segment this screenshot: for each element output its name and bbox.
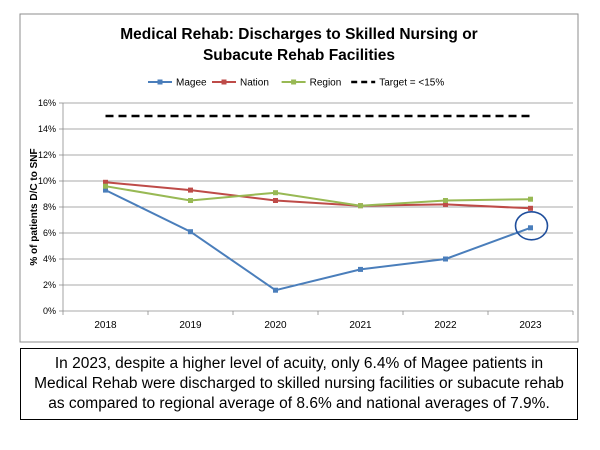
y-tick-label: 4% (43, 254, 56, 264)
x-tick-label: 2022 (434, 320, 457, 331)
y-tick-label: 8% (43, 202, 56, 212)
highlight-circle (514, 211, 549, 241)
data-point-magee (358, 266, 363, 272)
data-point-region (188, 198, 193, 203)
chart-title: Medical Rehab: Discharges to Skilled Nur… (120, 26, 477, 64)
data-point-region (443, 198, 448, 203)
chart-legend: Magee Nation Region Target = <15% (148, 78, 444, 89)
legend-label-region: Region (310, 78, 342, 89)
data-point-magee (443, 256, 448, 262)
x-axis-ticks: 2018 2019 2020 2021 2022 2023 (62, 311, 574, 331)
data-point-nation (443, 201, 448, 207)
data-point-region (528, 196, 533, 202)
data-point-nation (103, 179, 108, 185)
data-point-magee (273, 287, 278, 293)
y-tick-label: 2% (43, 280, 56, 290)
y-tick-label: 0% (43, 306, 56, 316)
chart-series (103, 179, 533, 293)
data-point-nation (528, 205, 533, 211)
y-tick-label: 16% (38, 98, 56, 108)
data-point-region (358, 203, 363, 209)
x-tick-label: 2023 (519, 320, 542, 331)
caption-box: In 2023, despite a higher level of acuit… (20, 348, 578, 420)
x-tick-label: 2020 (264, 320, 287, 331)
data-point-nation (188, 187, 193, 193)
legend-label-magee: Magee (176, 78, 207, 89)
x-tick-label: 2021 (349, 320, 372, 331)
caption-text: In 2023, despite a higher level of acuit… (34, 355, 564, 412)
series-line-nation (105, 181, 531, 210)
legend-marker-nation (221, 79, 227, 85)
chart-title-line-2: Subacute Rehab Facilities (203, 47, 395, 64)
series-line-region (105, 185, 531, 207)
highlight-ellipse (514, 211, 549, 241)
data-point-magee (188, 229, 193, 235)
chart-frame (19, 13, 579, 343)
y-tick-label: 6% (43, 228, 56, 238)
chart-title-line-1: Medical Rehab: Discharges to Skilled Nur… (120, 26, 477, 43)
y-axis-label: % of patients D/C to SNF (29, 148, 40, 265)
y-axis-ticks: 0% 2% 4% 6% 8% 10% 12% 14% 16% (38, 98, 63, 316)
legend-label-target: Target = <15% (379, 78, 444, 89)
legend-marker-magee (157, 79, 163, 85)
x-tick-label: 2018 (94, 320, 117, 331)
data-point-magee (528, 225, 533, 231)
data-point-region (273, 190, 278, 196)
data-point-region (103, 183, 108, 189)
y-tick-label: 14% (38, 124, 56, 134)
series-line-magee (105, 189, 531, 292)
legend-marker-region (291, 79, 297, 85)
legend-label-nation: Nation (240, 78, 269, 89)
x-tick-label: 2019 (179, 320, 202, 331)
data-point-magee (103, 187, 108, 193)
y-tick-label: 12% (38, 150, 56, 160)
chart: Medical Rehab: Discharges to Skilled Nur… (19, 13, 579, 343)
data-point-nation (273, 198, 278, 203)
y-tick-label: 10% (38, 176, 56, 186)
